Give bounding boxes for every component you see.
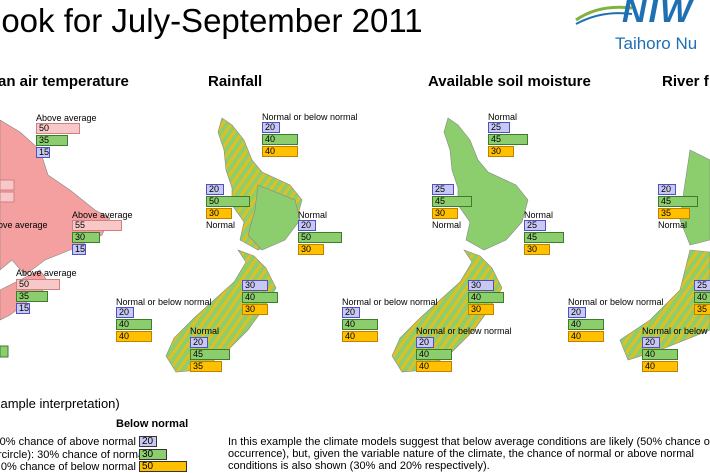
logo: NIW [622, 0, 695, 30]
logo-swoosh-icon [575, 5, 633, 25]
soil-east-bars: 25 45 30 [524, 220, 584, 256]
example-line-3: 0% chance of below normal [0, 461, 136, 473]
river-sw-label: Normal or below normal [568, 297, 664, 307]
soil-east-label: Normal [524, 210, 554, 220]
rain-sw-label: Normal or below normal [116, 297, 212, 307]
rain-west-label: Normal [206, 220, 236, 230]
rain-se-bars: 20 45 35 [190, 337, 250, 373]
rain-east-label: Normal [298, 210, 328, 220]
logo-subtitle: Taihoro Nu [615, 34, 698, 53]
river-west-bars: 20 45 35 [658, 184, 710, 220]
temp-south-bars: 50 35 15 [16, 279, 76, 315]
soil-ne-bars: 30 40 30 [468, 280, 528, 316]
temp-north-bars: 50 35 15 [36, 123, 96, 159]
temp-south-label: Above average [16, 268, 77, 278]
river-se-bars: 20 40 40 [642, 337, 702, 373]
rain-east-bars: 20 50 30 [298, 220, 358, 256]
soil-sw-label: Normal or below normal [342, 297, 438, 307]
rain-ne-bars: 30 40 30 [242, 280, 302, 316]
panel-title-temperature: an air temperature [0, 73, 129, 90]
example-line-1: 0% chance of above normal [0, 436, 136, 448]
panel-title-rainfall: Rainfall [208, 73, 263, 90]
soil-sw-bars: 20 40 40 [342, 307, 402, 343]
soil-west-bars: 25 45 30 [432, 184, 492, 220]
temp-left-label: ove average [0, 220, 48, 230]
soil-north-bars: 25 45 30 [488, 122, 548, 158]
example-heading: xample interpretation) [0, 396, 120, 411]
example-explanation: In this example the climate models sugge… [228, 436, 710, 472]
river-ne-bars: 25 40 35 [694, 280, 710, 316]
temp-east-bars: 55 30 15 [72, 220, 132, 256]
temp-east-label: Above average [72, 210, 133, 220]
example-line-2: rcircle): 30% chance of normal [0, 449, 147, 461]
river-se-label: Normal or below normal [642, 326, 710, 336]
rain-north-label: Normal or below normal [262, 112, 358, 122]
soil-north-label: Normal [488, 112, 518, 122]
panel-title-river: River f [662, 73, 709, 90]
rain-sw-bars: 20 40 40 [116, 307, 176, 343]
soil-se-label: Normal or below normal [416, 326, 512, 336]
soil-west-label: Normal [432, 220, 462, 230]
example-bar-above: 20 [139, 436, 157, 447]
example-bar-below: 50 [139, 461, 187, 472]
rain-north-bars: 20 40 40 [262, 122, 322, 158]
soil-se-bars: 20 40 40 [416, 337, 476, 373]
river-west-label: Normal [658, 220, 688, 230]
example-bar-normal: 30 [139, 449, 167, 460]
rain-west-bars: 20 50 30 [206, 184, 266, 220]
temp-north-label: Above average [36, 113, 97, 123]
panel-title-soil: Available soil moisture [428, 73, 591, 90]
example-below-normal-label: Below normal [116, 418, 189, 430]
river-sw-bars: 20 40 40 [568, 307, 628, 343]
rain-se-label: Normal [190, 326, 220, 336]
page-title: look for July-September 2011 [0, 2, 423, 39]
